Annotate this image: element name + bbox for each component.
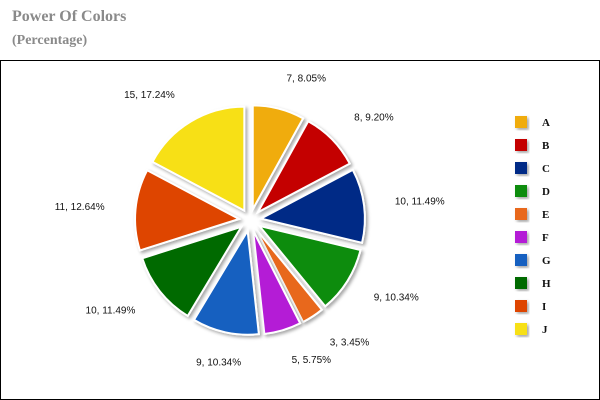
pie-slices bbox=[134, 104, 366, 336]
legend-label-f: F bbox=[542, 232, 549, 244]
pie-slice-a bbox=[251, 104, 305, 214]
legend-swatch-j bbox=[515, 323, 527, 335]
pie-slice-c bbox=[258, 168, 366, 245]
slice-label-g: 9, 10.34% bbox=[196, 358, 241, 369]
chart-subtitle: (Percentage) bbox=[12, 33, 88, 48]
legend-swatch-c bbox=[515, 162, 527, 174]
slice-label-d: 9, 10.34% bbox=[374, 293, 419, 304]
legend-swatch-a bbox=[515, 116, 527, 128]
legend-label-i: I bbox=[542, 301, 546, 313]
legend-label-j: J bbox=[542, 324, 548, 336]
slice-labels: 7, 8.05% 8, 9.20% 10, 11.49% 9, 10.34% 3, 3.… bbox=[55, 74, 445, 369]
legend-label-d: D bbox=[542, 186, 550, 198]
slice-label-a: 7, 8.05% bbox=[287, 74, 327, 85]
chart-title: Power Of Colors bbox=[12, 8, 127, 25]
legend-label-h: H bbox=[542, 278, 551, 290]
legend-label-b: B bbox=[542, 140, 550, 152]
legend-swatch-g bbox=[515, 254, 527, 266]
legend-label-a: A bbox=[542, 117, 550, 129]
pie-chart: 7, 8.05% 8, 9.20% 10, 11.49% 9, 10.34% 3, 3.… bbox=[55, 74, 551, 369]
pie-slice-b bbox=[255, 119, 352, 215]
pie-slice-e bbox=[255, 228, 324, 324]
pie-slice-h bbox=[140, 225, 244, 318]
slice-label-c: 10, 11.49% bbox=[395, 197, 445, 208]
slice-label-j: 15, 17.24% bbox=[124, 90, 175, 101]
legend-swatch-b bbox=[515, 139, 527, 151]
legend-swatch-d bbox=[515, 185, 527, 197]
legend-swatch-h bbox=[515, 277, 527, 289]
legend-label-e: E bbox=[542, 209, 549, 221]
legend-swatch-i bbox=[515, 300, 527, 312]
chart-frame: 7, 8.05% 8, 9.20% 10, 11.49% 9, 10.34% 3, 3.… bbox=[0, 60, 600, 400]
slice-label-b: 8, 9.20% bbox=[354, 113, 394, 124]
pie-slice-d bbox=[256, 224, 362, 308]
legend-label-g: G bbox=[542, 255, 551, 267]
pie-slice-f bbox=[252, 230, 302, 336]
pie-slice-j bbox=[151, 105, 246, 213]
slice-label-e: 3, 3.45% bbox=[330, 337, 370, 348]
pie-slice-i bbox=[134, 168, 242, 252]
legend-swatch-f bbox=[515, 231, 527, 243]
slice-label-f: 5, 5.75% bbox=[292, 355, 332, 366]
pie-slice-g bbox=[192, 227, 260, 336]
legend-label-c: C bbox=[542, 163, 550, 175]
slice-label-h: 10, 11.49% bbox=[86, 305, 136, 316]
slice-label-i: 11, 12.64% bbox=[55, 202, 105, 213]
legend-swatch-e bbox=[515, 208, 527, 220]
